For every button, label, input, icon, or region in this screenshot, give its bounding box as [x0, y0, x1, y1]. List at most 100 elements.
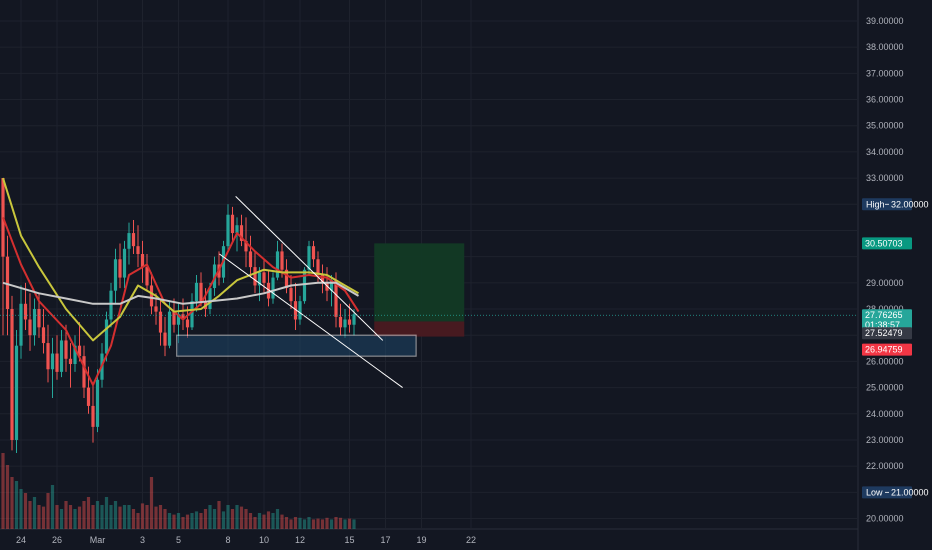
candle-body — [122, 248, 127, 278]
volume-bar — [91, 505, 95, 529]
volume-bar — [100, 505, 104, 529]
candle-body — [262, 272, 266, 283]
volume-bar — [298, 517, 302, 529]
y-tick-label: 35.00000 — [866, 121, 904, 131]
volume-bar — [122, 505, 127, 529]
candle-body — [284, 269, 289, 289]
candle-body — [149, 285, 154, 307]
candle-body — [140, 254, 145, 268]
candle-body — [280, 251, 284, 270]
candle-body — [109, 290, 113, 320]
price-axis[interactable]: 39.00000 38.00000 37.00000 36.00000 35.00000… — [866, 16, 904, 524]
candle-body — [68, 358, 73, 365]
candle-body — [338, 316, 343, 328]
y-tick-label: 24.00000 — [866, 409, 904, 419]
volume-bar — [176, 513, 181, 529]
candle-body — [199, 282, 203, 302]
x-tick-label: 5 — [176, 535, 181, 545]
candle-body — [230, 214, 235, 234]
volume-bar — [271, 513, 275, 529]
volume-bar — [185, 514, 190, 529]
moving-averages — [2, 177, 360, 386]
volume-bar — [244, 509, 248, 529]
candle-body — [320, 274, 325, 283]
support-zone-box — [176, 334, 417, 357]
y-tick-label: 22.00000 — [866, 461, 904, 471]
volume-bar — [19, 489, 23, 529]
y-tick-label: 34.00000 — [866, 147, 904, 157]
candle-body — [19, 303, 23, 346]
volume-bar — [86, 497, 91, 529]
volume-bar — [293, 517, 298, 529]
candle-body — [163, 332, 167, 346]
low-tag-value: 21.00000 — [891, 487, 929, 497]
y-tick-label: 26.00000 — [866, 356, 904, 366]
volume-bar — [104, 497, 109, 529]
y-tick-label: 29.00000 — [866, 278, 904, 288]
volume-bar — [311, 519, 316, 529]
volume-bar — [253, 517, 257, 529]
volume-bar — [334, 517, 338, 529]
volume-bar — [32, 497, 37, 529]
volume-bar — [77, 506, 82, 529]
volume-bar — [248, 513, 253, 529]
low-tag-label: Low — [866, 487, 883, 497]
candle-body — [77, 345, 82, 357]
candle-body — [50, 353, 55, 370]
volume-bar — [37, 505, 41, 529]
candle-body — [55, 353, 59, 372]
candle-body — [167, 311, 172, 346]
volume-bar — [181, 517, 185, 529]
candle-body — [95, 379, 100, 427]
moving-average-line — [2, 281, 360, 305]
candle-body — [347, 319, 352, 325]
trend-line — [219, 253, 403, 388]
stop-zone — [374, 321, 465, 337]
candle-body — [127, 233, 131, 249]
target-price-tag: 30.50703 — [865, 238, 903, 248]
candle-body — [181, 314, 185, 320]
volume-bar — [190, 513, 194, 529]
candle-body — [59, 340, 64, 372]
candle-body — [104, 319, 109, 354]
x-tick-label: 12 — [295, 535, 305, 545]
candle-body — [28, 319, 32, 336]
x-tick-label: 17 — [380, 535, 390, 545]
candle-body — [311, 246, 316, 260]
candle-body — [185, 319, 190, 328]
candle-body — [266, 282, 271, 299]
volume-bar — [154, 506, 158, 529]
candle-body — [37, 309, 41, 328]
volume-bar — [266, 511, 271, 529]
volume-bar — [257, 513, 262, 529]
stop-price-tag-bg — [862, 343, 912, 356]
x-tick-label: Mar — [90, 535, 106, 545]
volume-bar — [5, 465, 10, 529]
candle-body — [289, 288, 293, 302]
volume-bar — [28, 501, 32, 529]
volume-bar — [109, 505, 113, 529]
candle-body — [86, 387, 91, 406]
x-tick-label: 24 — [16, 535, 26, 545]
y-tick-label: 25.00000 — [866, 383, 904, 393]
y-tick-label: 39.00000 — [866, 16, 904, 26]
candlesticks — [1, 178, 356, 454]
last-price-tag: 27.76265 — [865, 310, 903, 320]
volume-bar — [1, 453, 5, 529]
volume-bar — [212, 509, 217, 529]
candle-body — [275, 251, 280, 278]
volume-bar — [167, 513, 172, 529]
candle-body — [46, 343, 50, 370]
volume-bar — [158, 505, 163, 529]
volume-bar — [338, 517, 343, 529]
volume-bar — [302, 519, 307, 529]
time-axis[interactable]: 24 26 Mar 3 5 8 10 12 15 17 19 22 — [16, 535, 476, 545]
candle-body — [316, 259, 320, 275]
moving-average-line — [2, 217, 360, 386]
target-zone — [374, 243, 465, 322]
candle-body — [14, 345, 19, 440]
candle-body — [334, 280, 338, 317]
volume-bar — [262, 514, 266, 529]
